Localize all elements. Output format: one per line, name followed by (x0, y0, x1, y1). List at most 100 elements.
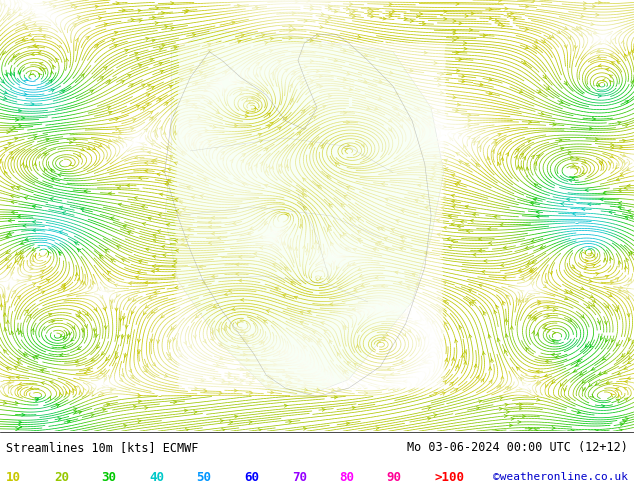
FancyArrowPatch shape (221, 152, 224, 155)
FancyArrowPatch shape (604, 371, 607, 374)
FancyArrowPatch shape (162, 245, 165, 248)
FancyArrowPatch shape (494, 143, 497, 146)
FancyArrowPatch shape (331, 43, 334, 46)
FancyArrowPatch shape (412, 273, 415, 276)
FancyArrowPatch shape (151, 144, 154, 147)
FancyArrowPatch shape (621, 41, 624, 44)
FancyArrowPatch shape (163, 131, 166, 135)
FancyArrowPatch shape (298, 379, 301, 382)
FancyArrowPatch shape (396, 220, 399, 222)
FancyArrowPatch shape (524, 383, 527, 387)
FancyArrowPatch shape (132, 119, 136, 122)
FancyArrowPatch shape (491, 150, 494, 153)
FancyArrowPatch shape (474, 364, 477, 368)
FancyArrowPatch shape (303, 178, 306, 181)
FancyArrowPatch shape (605, 275, 609, 278)
FancyArrowPatch shape (146, 37, 149, 40)
FancyArrowPatch shape (595, 272, 599, 275)
FancyArrowPatch shape (545, 360, 548, 363)
FancyArrowPatch shape (508, 387, 511, 390)
FancyArrowPatch shape (4, 147, 8, 150)
FancyArrowPatch shape (43, 68, 46, 71)
FancyArrowPatch shape (40, 62, 43, 65)
FancyArrowPatch shape (537, 382, 540, 385)
FancyArrowPatch shape (158, 214, 162, 217)
FancyArrowPatch shape (290, 84, 292, 88)
FancyArrowPatch shape (328, 16, 331, 19)
FancyArrowPatch shape (443, 196, 446, 199)
FancyArrowPatch shape (610, 54, 613, 57)
FancyArrowPatch shape (399, 388, 402, 392)
FancyArrowPatch shape (238, 40, 241, 43)
FancyArrowPatch shape (624, 266, 628, 269)
FancyArrowPatch shape (208, 49, 211, 52)
FancyArrowPatch shape (588, 203, 591, 206)
FancyArrowPatch shape (572, 176, 575, 180)
FancyArrowPatch shape (494, 310, 497, 314)
FancyArrowPatch shape (564, 291, 568, 293)
FancyArrowPatch shape (100, 295, 103, 299)
FancyArrowPatch shape (495, 429, 498, 432)
FancyArrowPatch shape (6, 257, 9, 261)
FancyArrowPatch shape (451, 223, 455, 226)
FancyArrowPatch shape (158, 98, 161, 101)
FancyArrowPatch shape (437, 140, 440, 143)
FancyArrowPatch shape (618, 189, 621, 192)
FancyArrowPatch shape (280, 164, 282, 167)
FancyArrowPatch shape (299, 224, 302, 228)
FancyArrowPatch shape (521, 277, 525, 280)
FancyArrowPatch shape (328, 5, 332, 8)
FancyArrowPatch shape (174, 260, 177, 263)
FancyArrowPatch shape (74, 5, 77, 9)
FancyArrowPatch shape (498, 385, 501, 389)
FancyArrowPatch shape (51, 178, 55, 181)
FancyArrowPatch shape (95, 334, 98, 337)
FancyArrowPatch shape (286, 374, 289, 377)
FancyArrowPatch shape (281, 242, 283, 245)
FancyArrowPatch shape (146, 136, 149, 140)
FancyArrowPatch shape (583, 388, 585, 391)
FancyArrowPatch shape (361, 284, 365, 287)
FancyArrowPatch shape (138, 339, 141, 343)
FancyArrowPatch shape (32, 247, 36, 250)
FancyArrowPatch shape (400, 247, 403, 250)
FancyArrowPatch shape (153, 130, 156, 133)
FancyArrowPatch shape (200, 265, 203, 268)
FancyArrowPatch shape (33, 23, 36, 25)
FancyArrowPatch shape (603, 39, 606, 43)
FancyArrowPatch shape (100, 76, 103, 79)
FancyArrowPatch shape (22, 163, 24, 166)
FancyArrowPatch shape (252, 97, 255, 100)
FancyArrowPatch shape (145, 281, 148, 284)
FancyArrowPatch shape (230, 421, 233, 424)
FancyArrowPatch shape (275, 69, 278, 72)
FancyArrowPatch shape (417, 338, 420, 341)
FancyArrowPatch shape (295, 247, 298, 250)
FancyArrowPatch shape (510, 12, 514, 15)
FancyArrowPatch shape (619, 286, 623, 289)
FancyArrowPatch shape (504, 415, 507, 417)
FancyArrowPatch shape (443, 281, 446, 284)
FancyArrowPatch shape (505, 334, 508, 338)
FancyArrowPatch shape (529, 121, 532, 123)
FancyArrowPatch shape (611, 143, 614, 147)
FancyArrowPatch shape (245, 115, 248, 118)
FancyArrowPatch shape (518, 420, 521, 423)
FancyArrowPatch shape (560, 383, 563, 387)
FancyArrowPatch shape (280, 379, 283, 382)
FancyArrowPatch shape (553, 331, 556, 334)
FancyArrowPatch shape (74, 411, 77, 414)
FancyArrowPatch shape (273, 363, 276, 366)
FancyArrowPatch shape (259, 341, 262, 344)
FancyArrowPatch shape (353, 248, 356, 251)
FancyArrowPatch shape (1, 80, 4, 83)
FancyArrowPatch shape (598, 1, 601, 4)
FancyArrowPatch shape (583, 250, 585, 254)
FancyArrowPatch shape (219, 392, 222, 395)
FancyArrowPatch shape (24, 78, 28, 81)
FancyArrowPatch shape (631, 251, 634, 255)
FancyArrowPatch shape (271, 391, 274, 394)
FancyArrowPatch shape (245, 340, 249, 343)
FancyArrowPatch shape (451, 240, 455, 243)
FancyArrowPatch shape (181, 243, 184, 246)
